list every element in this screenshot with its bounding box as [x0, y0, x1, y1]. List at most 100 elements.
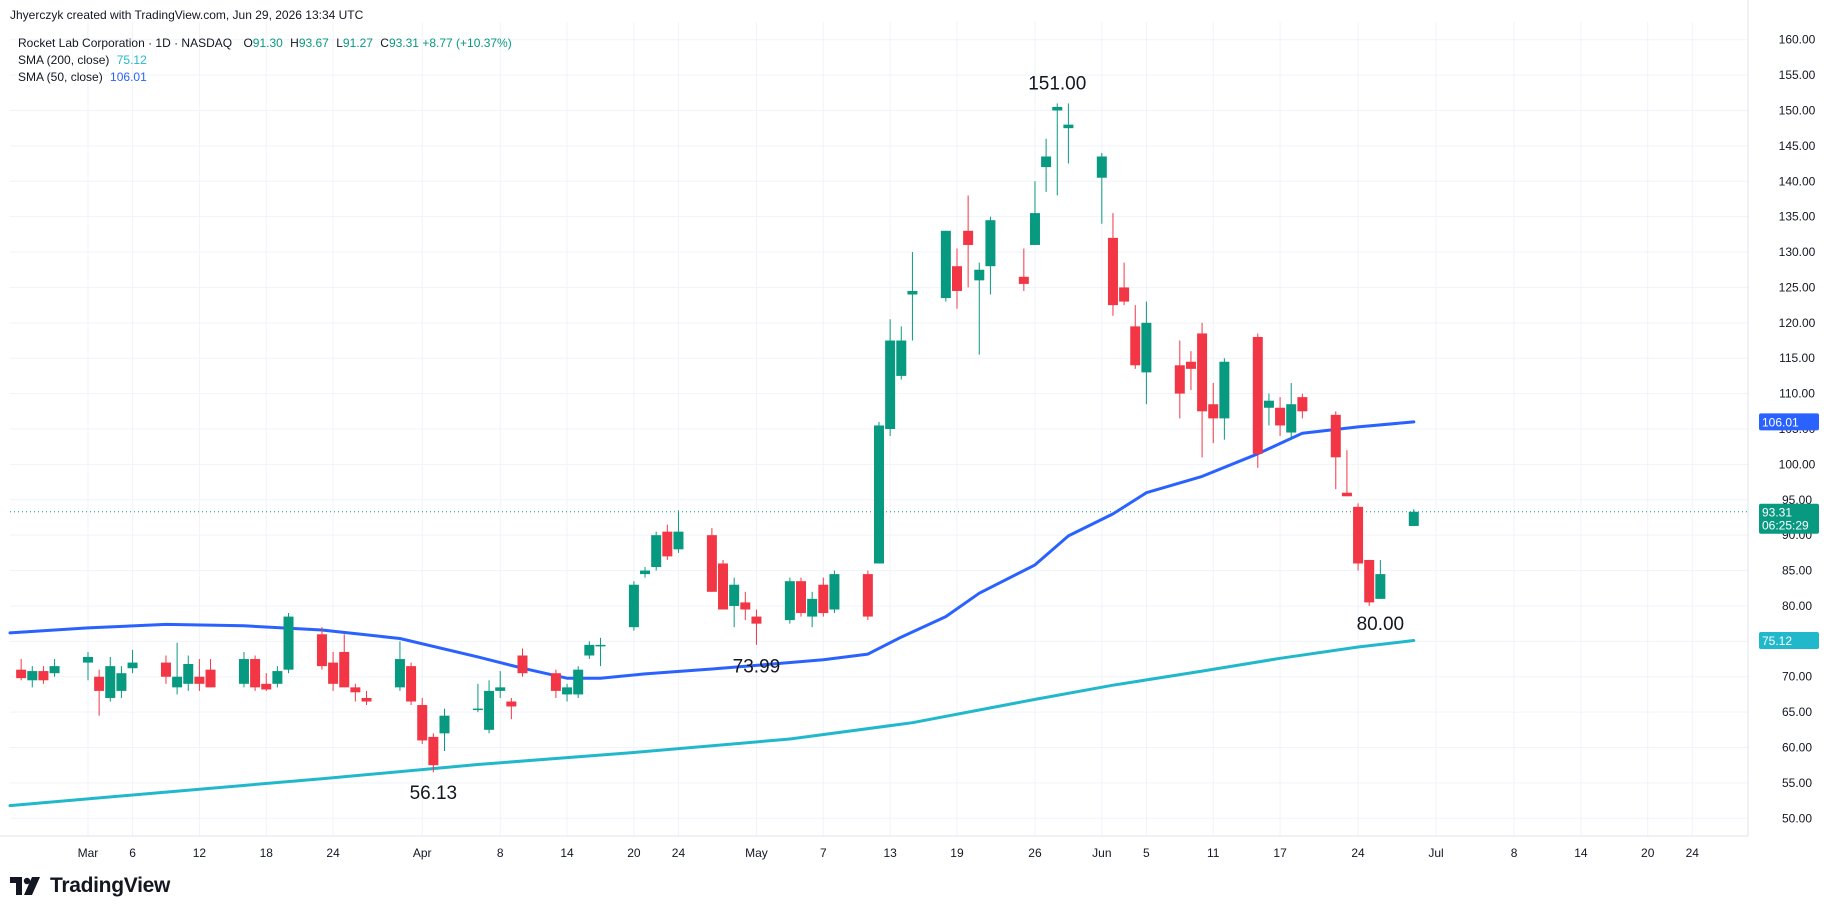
axes[interactable]: 50.0055.0060.0065.0070.0075.0080.0085.00…: [0, 0, 1819, 860]
candle[interactable]: [573, 666, 584, 698]
candle[interactable]: [1208, 382, 1219, 444]
candle[interactable]: [784, 577, 795, 624]
candle[interactable]: [272, 666, 283, 688]
candle[interactable]: [316, 627, 327, 670]
candle[interactable]: [1041, 138, 1052, 192]
price-axis-tick-label[interactable]: 60.00: [1782, 741, 1812, 755]
candle[interactable]: [562, 683, 573, 702]
candle[interactable]: [205, 659, 216, 688]
candle[interactable]: [1130, 305, 1141, 369]
candle[interactable]: [1197, 322, 1208, 458]
price-axis-tick-label[interactable]: 95.00: [1782, 493, 1812, 507]
candle[interactable]: [82, 651, 93, 681]
time-axis-tick-label[interactable]: Mar: [78, 846, 99, 860]
time-axis-tick-label[interactable]: 20: [1641, 846, 1655, 860]
time-axis-tick-label[interactable]: 11: [1207, 846, 1220, 860]
time-axis-tick-label[interactable]: 12: [193, 846, 207, 860]
candle[interactable]: [951, 248, 962, 309]
price-axis-tick-label[interactable]: 135.00: [1779, 210, 1816, 224]
candle[interactable]: [874, 421, 884, 564]
candle[interactable]: [49, 659, 60, 677]
candle[interactable]: [1174, 340, 1185, 419]
candle[interactable]: [38, 666, 49, 684]
time-axis-tick-label[interactable]: 8: [1511, 846, 1518, 860]
candle[interactable]: [194, 659, 205, 691]
candle[interactable]: [1141, 301, 1152, 405]
price-axis-tick-label[interactable]: 80.00: [1782, 599, 1812, 613]
candle[interactable]: [651, 531, 662, 571]
time-axis-tick-label[interactable]: 6: [129, 846, 136, 860]
time-axis-tick-label[interactable]: 13: [883, 846, 897, 860]
candle[interactable]: [940, 230, 951, 302]
axis-price-label[interactable]: 75.12: [1762, 634, 1792, 648]
candle[interactable]: [406, 662, 417, 706]
candle[interactable]: [238, 651, 249, 688]
candle[interactable]: [662, 524, 673, 560]
candle[interactable]: [1107, 213, 1118, 316]
price-axis-tick-label[interactable]: 155.00: [1779, 68, 1816, 82]
candle[interactable]: [27, 666, 38, 688]
time-axis-tick-label[interactable]: 26: [1028, 846, 1042, 860]
candle[interactable]: [1219, 358, 1230, 440]
time-axis-tick-label[interactable]: 24: [1686, 846, 1700, 860]
candle[interactable]: [472, 683, 483, 713]
tradingview-brand[interactable]: TradingView: [10, 874, 170, 898]
candle[interactable]: [361, 690, 372, 706]
candle[interactable]: [896, 326, 907, 380]
candle[interactable]: [428, 733, 439, 773]
candle[interactable]: [885, 319, 896, 437]
candle[interactable]: [1353, 503, 1364, 571]
candle[interactable]: [1052, 103, 1063, 196]
candle[interactable]: [339, 634, 350, 688]
candle[interactable]: [1286, 382, 1297, 440]
candle[interactable]: [595, 637, 606, 667]
candle[interactable]: [517, 648, 528, 677]
time-axis-tick-label[interactable]: 14: [560, 846, 574, 860]
candle[interactable]: [1252, 333, 1263, 468]
candle[interactable]: [729, 577, 740, 628]
candlesticks[interactable]: [16, 103, 1419, 773]
candle[interactable]: [1330, 411, 1341, 490]
time-axis-tick-label[interactable]: May: [745, 846, 768, 860]
candle[interactable]: [1275, 397, 1286, 437]
price-axis-tick-label[interactable]: 160.00: [1779, 33, 1816, 47]
price-axis-tick-label[interactable]: 150.00: [1779, 103, 1816, 117]
candle[interactable]: [350, 683, 361, 702]
candle[interactable]: [283, 613, 294, 674]
candle[interactable]: [818, 577, 829, 617]
candle[interactable]: [985, 216, 996, 295]
price-axis-tick-label[interactable]: 140.00: [1779, 174, 1816, 188]
price-axis-tick-label[interactable]: 70.00: [1782, 670, 1812, 684]
candle[interactable]: [706, 528, 717, 592]
candle[interactable]: [1096, 152, 1107, 224]
candle[interactable]: [963, 195, 974, 288]
candle[interactable]: [1375, 559, 1386, 599]
time-axis-tick-label[interactable]: 24: [326, 846, 340, 860]
candle[interactable]: [640, 567, 651, 578]
candle[interactable]: [172, 642, 183, 695]
candle[interactable]: [584, 641, 595, 660]
time-axis-tick-label[interactable]: 18: [260, 846, 274, 860]
candle[interactable]: [974, 262, 985, 355]
price-axis-tick-label[interactable]: 115.00: [1779, 351, 1815, 365]
candle[interactable]: [1029, 181, 1040, 245]
candle[interactable]: [1119, 262, 1130, 306]
candle[interactable]: [740, 591, 751, 621]
time-axis-tick-label[interactable]: Jun: [1092, 846, 1111, 860]
candle[interactable]: [550, 669, 561, 698]
price-axis-tick-label[interactable]: 100.00: [1779, 457, 1816, 471]
candle[interactable]: [394, 641, 405, 691]
candle[interactable]: [1341, 450, 1352, 497]
candle[interactable]: [1263, 393, 1274, 426]
axis-price-label[interactable]: 93.31: [1762, 506, 1792, 520]
candle[interactable]: [807, 591, 818, 628]
price-axis-tick-label[interactable]: 55.00: [1782, 776, 1812, 790]
time-axis-tick-label[interactable]: 14: [1574, 846, 1588, 860]
candle[interactable]: [183, 655, 194, 691]
price-axis-tick-label[interactable]: 50.00: [1782, 811, 1812, 825]
candle[interactable]: [105, 656, 116, 702]
legend-sma50-row[interactable]: SMA (50, close) 106.01: [18, 69, 512, 86]
axis-price-label[interactable]: 106.01: [1762, 415, 1799, 429]
candle[interactable]: [1297, 393, 1308, 419]
price-axis-tick-label[interactable]: 145.00: [1779, 139, 1816, 153]
